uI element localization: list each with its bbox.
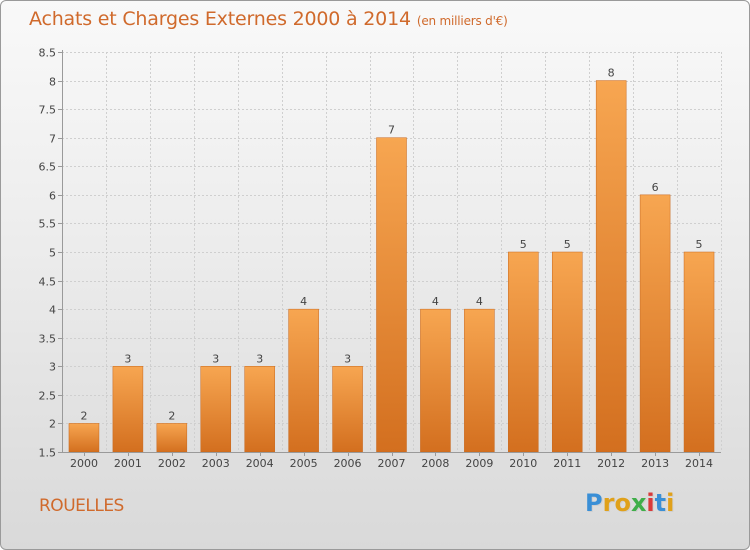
- x-tick-label: 2000: [70, 457, 98, 470]
- data-label: 3: [124, 352, 131, 365]
- bar-2002: [156, 423, 188, 453]
- data-label: 3: [256, 352, 263, 365]
- labels: 1.5 2 2.5 3 3.5 4 4.5 5 5.5 6 6.5 7 7.5 8 8.5 2000 2 2001…: [39, 47, 714, 471]
- data-label: 3: [344, 352, 351, 365]
- x-tick-label: 2006: [334, 457, 362, 470]
- bar-2012: [595, 80, 627, 453]
- data-label: 5: [696, 238, 703, 251]
- axes: [58, 50, 721, 456]
- data-label: 6: [652, 181, 659, 194]
- x-tick-label: 2009: [465, 457, 493, 470]
- x-tick-label: 2008: [421, 457, 449, 470]
- bar-2014: [683, 251, 715, 453]
- chart-title-text: Achats et Charges Externes 2000 à 2014: [29, 8, 411, 30]
- chart-title: Achats et Charges Externes 2000 à 2014 (e…: [29, 8, 508, 30]
- y-tick-label: 4: [49, 304, 56, 317]
- data-label: 2: [80, 409, 87, 422]
- bar-2011: [551, 251, 583, 453]
- bar-2010: [508, 251, 539, 453]
- y-tick-label: 6.5: [39, 161, 57, 174]
- logo-letter: P: [585, 489, 603, 517]
- proxiti-logo: Proxiti: [585, 489, 674, 517]
- y-tick-label: 5.5: [39, 218, 57, 231]
- x-tick-label: 2001: [114, 457, 142, 470]
- data-label: 5: [520, 238, 527, 251]
- bar-2009: [464, 308, 495, 453]
- data-label: 5: [564, 238, 571, 251]
- y-tick-label: 4.5: [39, 276, 57, 289]
- x-tick-label: 2004: [246, 457, 274, 470]
- logo-letter: o: [614, 489, 631, 517]
- logo-letter: r: [602, 489, 615, 517]
- x-tick-label: 2012: [597, 457, 625, 470]
- y-tick-label: 3: [49, 361, 56, 374]
- x-tick-label: 2003: [202, 457, 230, 470]
- x-tick-label: 2010: [509, 457, 537, 470]
- bar-2000: [68, 423, 100, 453]
- bar-2001: [112, 366, 144, 453]
- x-tick-label: 2014: [685, 457, 713, 470]
- logo-letter: t: [654, 489, 667, 517]
- y-tick-label: 2.5: [39, 390, 57, 403]
- logo-letter: x: [630, 489, 647, 517]
- bar-2008: [420, 308, 451, 453]
- data-label: 4: [300, 295, 307, 308]
- data-label: 4: [432, 295, 439, 308]
- data-label: 3: [212, 352, 219, 365]
- y-tick-label: 5: [49, 247, 56, 260]
- logo-letter: i: [646, 489, 655, 517]
- chart-subtitle: (en milliers d'€): [416, 14, 508, 28]
- y-tick-label: 2: [49, 418, 56, 431]
- bar-2013: [639, 194, 671, 453]
- bars: [68, 80, 715, 453]
- x-tick-label: 2005: [290, 457, 318, 470]
- data-label: 7: [388, 124, 395, 137]
- y-tick-label: 7.5: [39, 104, 57, 117]
- x-tick-label: 2002: [158, 457, 186, 470]
- bar-2004: [244, 366, 275, 453]
- data-label: 2: [168, 409, 175, 422]
- bar-2003: [200, 366, 232, 453]
- bar-2006: [332, 366, 363, 453]
- y-tick-label: 3.5: [39, 333, 57, 346]
- y-tick-label: 7: [49, 133, 56, 146]
- data-label: 4: [476, 295, 483, 308]
- data-label: 8: [608, 67, 615, 80]
- logo-letter: i: [666, 489, 675, 517]
- bar-2007: [376, 137, 407, 453]
- y-tick-label: 6: [49, 190, 56, 203]
- bar-2005: [288, 308, 319, 453]
- y-tick-label: 1.5: [39, 447, 57, 460]
- commune-name: ROUELLES: [39, 496, 124, 516]
- x-tick-label: 2007: [378, 457, 406, 470]
- x-tick-label: 2011: [553, 457, 581, 470]
- y-tick-label: 8.5: [39, 47, 57, 60]
- y-tick-label: 8: [49, 76, 56, 89]
- x-tick-label: 2013: [641, 457, 669, 470]
